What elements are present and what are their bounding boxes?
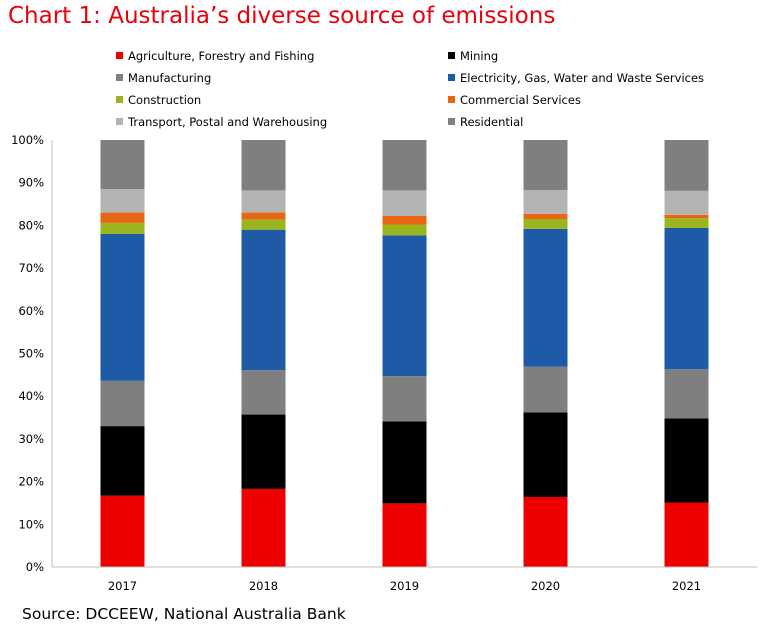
- bars: [100, 140, 709, 567]
- y-tick-label: 10%: [18, 517, 44, 531]
- bar-segment: [382, 216, 427, 225]
- y-axis: 0% 10% 20% 30% 40% 50% 60% 70% 80% 90% 100%: [11, 133, 53, 574]
- y-tick-label: 40%: [18, 389, 44, 403]
- bar-segment: [523, 218, 568, 229]
- legend-swatch: [116, 74, 123, 81]
- y-tick-label: 0%: [26, 560, 44, 574]
- y-tick-label: 50%: [18, 347, 44, 361]
- bar-segment: [523, 189, 568, 214]
- legend-label: Agriculture, Forestry and Fishing: [128, 49, 314, 63]
- bar-segment: [100, 212, 145, 223]
- x-tick-label: 2021: [672, 579, 701, 593]
- bar-segment: [100, 426, 145, 496]
- x-axis: 2017 2018 2019 2020 2021: [52, 566, 757, 593]
- bar-segment: [523, 496, 568, 567]
- legend: Agriculture, Forestry and Fishing Mining M…: [116, 49, 704, 129]
- bar-segment: [241, 488, 286, 567]
- legend-swatch: [448, 96, 455, 103]
- bar-segment: [382, 376, 427, 422]
- y-tick-label: 70%: [18, 261, 44, 275]
- y-tick-label: 90%: [18, 176, 44, 190]
- legend-item: Commercial Services: [448, 93, 581, 107]
- bar-segment: [382, 224, 427, 236]
- bar-segment: [100, 140, 145, 190]
- source-note: Source: DCCEEW, National Australia Bank: [22, 605, 346, 623]
- legend-swatch: [116, 118, 123, 125]
- bar-segment: [241, 229, 286, 371]
- bar-stack: [382, 140, 427, 567]
- legend-label: Transport, Postal and Warehousing: [127, 115, 327, 129]
- legend-label: Mining: [460, 49, 498, 63]
- bar-segment: [664, 418, 709, 503]
- bar-segment: [241, 190, 286, 213]
- bar-segment: [523, 228, 568, 367]
- legend-swatch: [116, 52, 123, 59]
- bar-segment: [523, 412, 568, 497]
- bar-segment: [664, 502, 709, 567]
- bar-stack: [100, 140, 145, 567]
- bar-stack: [664, 140, 709, 567]
- x-tick-label: 2018: [249, 579, 278, 593]
- chart-title: Chart 1: Australia’s diverse source of e…: [8, 3, 556, 29]
- legend-label: Manufacturing: [128, 71, 211, 85]
- bar-segment: [100, 233, 145, 381]
- legend-label: Residential: [460, 115, 523, 129]
- bar-segment: [100, 222, 145, 234]
- legend-swatch: [448, 74, 455, 81]
- legend-item: Residential: [448, 115, 523, 129]
- bar-segment: [664, 190, 709, 215]
- legend-swatch: [116, 96, 123, 103]
- bar-segment: [382, 140, 427, 191]
- y-tick-label: 100%: [11, 133, 44, 147]
- legend-label: Commercial Services: [460, 93, 581, 107]
- bar-segment: [382, 503, 427, 567]
- bar-stack: [523, 140, 568, 567]
- legend-item: Agriculture, Forestry and Fishing: [116, 49, 314, 63]
- bar-segment: [523, 213, 568, 219]
- legend-swatch: [448, 118, 455, 125]
- bar-segment: [241, 414, 286, 489]
- y-tick-label: 80%: [18, 218, 44, 232]
- y-tick-label: 20%: [18, 475, 44, 489]
- legend-label: Electricity, Gas, Water and Waste Servic…: [460, 71, 704, 85]
- bar-segment: [523, 140, 568, 190]
- bar-segment: [664, 140, 709, 191]
- y-tick-label: 60%: [18, 304, 44, 318]
- bar-segment: [241, 212, 286, 220]
- bar-segment: [382, 421, 427, 504]
- bar-segment: [100, 380, 145, 427]
- bar-stack: [241, 140, 286, 567]
- x-tick-label: 2020: [531, 579, 560, 593]
- legend-item: Electricity, Gas, Water and Waste Servic…: [448, 71, 704, 85]
- bar-segment: [382, 235, 427, 377]
- bar-segment: [523, 366, 568, 413]
- legend-label: Construction: [128, 93, 201, 107]
- legend-swatch: [448, 52, 455, 59]
- bar-segment: [664, 214, 709, 219]
- y-tick-label: 30%: [18, 432, 44, 446]
- bar-segment: [664, 227, 709, 370]
- bar-segment: [241, 140, 286, 191]
- legend-item: Mining: [448, 49, 498, 63]
- bar-segment: [664, 218, 709, 228]
- legend-item: Construction: [116, 93, 201, 107]
- legend-item: Manufacturing: [116, 71, 211, 85]
- bar-segment: [241, 370, 286, 415]
- x-tick-label: 2019: [390, 579, 419, 593]
- bar-segment: [100, 189, 145, 213]
- x-tick-label: 2017: [108, 579, 137, 593]
- bar-segment: [241, 219, 286, 230]
- bar-segment: [382, 190, 427, 217]
- bar-segment: [100, 495, 145, 567]
- legend-item: Transport, Postal and Warehousing: [116, 115, 327, 129]
- bar-segment: [664, 369, 709, 419]
